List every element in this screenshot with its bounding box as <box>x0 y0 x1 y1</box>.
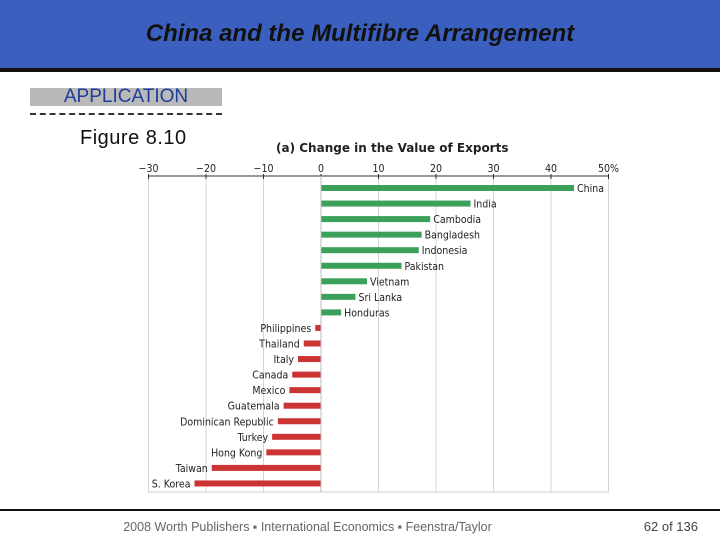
bar <box>292 371 321 378</box>
bar-label: Italy <box>274 354 295 366</box>
bar <box>266 449 321 456</box>
page-number: 62 of 136 <box>643 519 698 534</box>
bar <box>321 216 431 223</box>
bar-label: Honduras <box>344 307 390 319</box>
x-tick-label: 50% <box>598 163 619 175</box>
bar-label: Dominican Republic <box>180 416 274 428</box>
title-bar: China and the Multifibre Arrangement <box>0 0 720 72</box>
bar-label: Turkey <box>237 432 269 444</box>
footer-rule <box>0 509 720 511</box>
bar-label: Hong Kong <box>211 447 262 459</box>
x-tick-label: 40 <box>545 163 557 175</box>
x-tick-label: 20 <box>430 163 442 175</box>
bar <box>298 356 321 363</box>
x-tick-label: −20 <box>196 163 216 175</box>
bar-label: Guatemala <box>228 401 280 413</box>
footer-credit: 2008 Worth Publishers ▪ International Ec… <box>123 520 492 534</box>
bar-label: China <box>577 183 604 195</box>
bar <box>321 231 422 238</box>
bar <box>321 185 574 191</box>
bar <box>321 200 471 207</box>
bar <box>283 402 321 409</box>
bar-label: Philippines <box>260 323 311 335</box>
bar-label: Taiwan <box>175 463 208 475</box>
figure-label: Figure 8.10 <box>80 127 187 149</box>
bar <box>289 387 321 394</box>
bar-label: Vietnam <box>370 276 409 288</box>
bar-label: Indonesia <box>422 245 468 257</box>
bar <box>211 464 321 471</box>
x-tick-label: 0 <box>318 163 324 175</box>
section-underline <box>30 113 222 115</box>
bar-label: Sri Lanka <box>359 292 403 304</box>
bar <box>321 278 367 285</box>
bar-label: Cambodia <box>433 214 481 226</box>
bar-label: S. Korea <box>152 478 191 490</box>
bar-label: India <box>474 199 497 211</box>
bar-label: Thailand <box>258 339 300 351</box>
bar <box>194 480 321 487</box>
bar <box>321 293 356 300</box>
bar <box>321 309 342 316</box>
bar <box>321 247 419 254</box>
bar <box>321 262 402 269</box>
bar <box>315 324 321 331</box>
bar <box>272 433 321 440</box>
bar-label: Bangladesh <box>425 230 480 242</box>
bar <box>277 418 321 425</box>
bar-label: Mexico <box>252 385 285 397</box>
chart-title: (a) Change in the Value of Exports <box>276 141 508 155</box>
slide-title: China and the Multifibre Arrangement <box>145 20 575 47</box>
section-label: APPLICATION <box>30 87 222 106</box>
x-tick-label: −10 <box>254 163 274 175</box>
x-tick-label: −30 <box>139 163 159 175</box>
bar-label: Canada <box>252 370 288 382</box>
bar-label: Pakistan <box>405 261 445 273</box>
x-tick-label: 10 <box>372 163 384 175</box>
bar <box>303 340 321 347</box>
x-tick-label: 30 <box>487 163 499 175</box>
